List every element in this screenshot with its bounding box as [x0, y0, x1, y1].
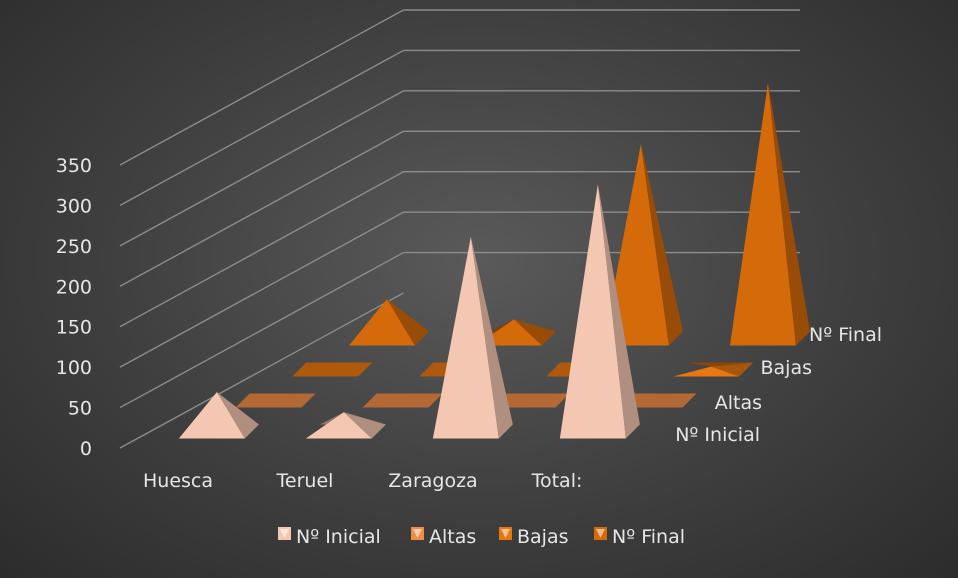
side-wall-gridline	[119, 49, 404, 207]
depth-axis: Nº Inicial Altas Bajas Nº Final	[675, 324, 882, 446]
pyramid-base	[616, 393, 697, 408]
legend: Nº Inicial Altas Bajas Nº Final	[278, 526, 685, 548]
pyramid-altas-total	[616, 393, 697, 408]
depth-label: Bajas	[761, 357, 813, 379]
category-label: Teruel	[276, 470, 334, 492]
pyramid-n-final-zaragoza	[602, 143, 683, 346]
legend-item: Nº Final	[594, 526, 685, 548]
legend-item: Nº Inicial	[278, 526, 381, 548]
pyramid-n-inicial-zaragoza	[432, 236, 513, 439]
category-label: Total:	[531, 470, 583, 492]
pyramid-n-final-total	[729, 83, 810, 346]
y-axis: 0 50 100 150 200 250 300 350	[56, 155, 92, 460]
pyramid-front-face	[432, 236, 499, 439]
y-tick-label: 50	[68, 398, 92, 420]
pyramid-altas-huesca	[235, 393, 316, 408]
y-tick-label: 250	[56, 236, 92, 258]
pyramid-side-face	[711, 362, 754, 377]
pyramid-front-face	[673, 366, 740, 377]
pyramid-front-face	[602, 143, 669, 346]
side-wall-gridline	[119, 292, 404, 449]
pyramid-n-inicial-teruel	[305, 412, 386, 439]
pyramid-altas-zaragoza	[489, 393, 570, 408]
pyramid-front-face	[305, 412, 372, 439]
pyramid-side-face	[386, 299, 429, 346]
y-tick-label: 300	[56, 195, 92, 217]
pyramid-front-face	[178, 392, 245, 439]
pyramid-n-final-huesca	[348, 299, 429, 346]
legend-item: Bajas	[499, 526, 569, 548]
pyramid-n-inicial-huesca	[178, 392, 259, 439]
pyramid-side-face	[513, 319, 556, 346]
depth-label: Nº Final	[809, 324, 882, 346]
y-tick-label: 200	[56, 276, 92, 298]
pyramid-front-face	[729, 83, 796, 346]
pyramid-side-face	[640, 143, 683, 346]
pyramid-base	[362, 393, 443, 408]
pyramid-base	[235, 393, 316, 408]
legend-swatch-mark	[413, 529, 422, 538]
pyramid-front-face	[559, 184, 626, 439]
side-wall-gridline	[119, 9, 404, 166]
legend-swatch-mark	[501, 529, 510, 538]
x-axis: Huesca Teruel Zaragoza Total:	[143, 470, 582, 492]
pyramid-n-inicial-total	[559, 184, 640, 439]
legend-label: Altas	[429, 526, 476, 548]
pyramid-side-face	[767, 83, 810, 346]
pyramid-bajas-total	[673, 362, 754, 377]
legend-swatch-mark	[596, 529, 605, 538]
y-tick-label: 350	[56, 155, 92, 177]
depth-label: Altas	[715, 392, 762, 414]
side-wall-gridline	[119, 211, 404, 368]
y-tick-label: 150	[56, 317, 92, 339]
pyramid-back-face	[687, 362, 754, 367]
legend-label: Nº Final	[612, 526, 685, 548]
data-marks	[178, 83, 810, 439]
pyramid-bajas-huesca	[292, 362, 373, 377]
pyramid-base	[292, 362, 373, 377]
side-wall-gridline	[119, 171, 404, 328]
side-wall-gridline	[119, 251, 404, 409]
y-tick-label: 100	[56, 357, 92, 379]
side-wall-gridline	[119, 90, 404, 247]
pyramid-side-face	[343, 412, 386, 439]
legend-item: Altas	[411, 526, 476, 548]
pyramid-side-face	[597, 184, 640, 439]
pyramid-side-face	[216, 392, 259, 439]
depth-label: Nº Inicial	[675, 424, 760, 446]
legend-label: Nº Inicial	[296, 526, 381, 548]
y-tick-label: 0	[80, 438, 92, 460]
pyramid-altas-teruel	[362, 393, 443, 408]
pyramid-front-face	[348, 299, 415, 346]
side-wall-gridline	[119, 130, 404, 287]
pyramid-side-face	[470, 236, 513, 439]
legend-swatch-mark	[280, 529, 289, 538]
pyramid-base	[489, 393, 570, 408]
category-label: Huesca	[143, 470, 213, 492]
category-label: Zaragoza	[388, 470, 477, 492]
legend-label: Bajas	[517, 526, 569, 548]
